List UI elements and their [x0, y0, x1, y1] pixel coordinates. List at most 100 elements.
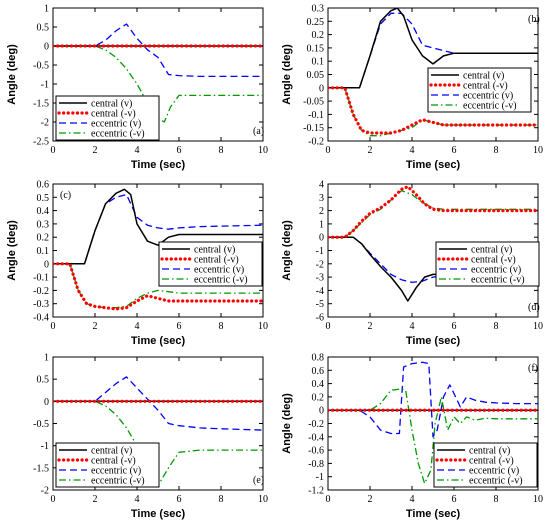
x-tick-label: 8 — [494, 321, 499, 332]
series-line-central-v — [53, 262, 263, 311]
legend: central (v)central (-v)eccentric (v)ecce… — [435, 241, 540, 287]
y-tick-label: 2 — [319, 206, 324, 217]
y-tick-label: -0.1 — [308, 110, 324, 121]
legend-label: central (-v) — [469, 456, 514, 467]
x-tick-label: 0 — [326, 145, 331, 156]
y-tick-label: -0.3 — [33, 299, 49, 310]
series-line-eccentric-v — [328, 190, 538, 238]
y-tick-label: 0.5 — [37, 23, 50, 34]
legend-label: central (-v) — [91, 109, 136, 120]
y-tick-label: 3 — [319, 193, 324, 204]
y-tick-label: 0 — [319, 233, 324, 244]
y-tick-label: -6 — [316, 313, 324, 324]
y-tick-label: -1.5 — [33, 99, 49, 110]
legend-label: eccentric (v) — [471, 265, 521, 276]
y-tick-label: -0.2 — [308, 137, 324, 148]
y-tick-label: 0.25 — [307, 17, 325, 28]
x-tick-label: 4 — [135, 321, 140, 332]
y-tick-label: -2.5 — [33, 137, 49, 148]
y-tick-label: -0.6 — [308, 446, 324, 457]
y-tick-label: 0.5 — [37, 375, 50, 386]
y-tick-label: 0.4 — [312, 379, 325, 390]
x-axis-label: Time (sec) — [406, 159, 461, 171]
y-tick-label: -0.2 — [308, 419, 324, 430]
x-tick-label: 6 — [177, 494, 182, 505]
y-axis-label: Angle (deg) — [281, 220, 293, 281]
x-tick-label: 4 — [135, 145, 140, 156]
y-tick-label: -1 — [316, 246, 324, 257]
x-tick-label: 2 — [368, 494, 373, 505]
y-tick-label: -0.2 — [33, 286, 49, 297]
x-axis-label: Time (sec) — [406, 335, 461, 347]
y-tick-label: 1 — [319, 219, 324, 230]
x-tick-label: 6 — [452, 145, 457, 156]
x-tick-label: 6 — [177, 321, 182, 332]
legend-label: central (v) — [469, 446, 510, 457]
legend-label: eccentric (-v) — [469, 476, 523, 487]
y-axis-label: Angle (deg) — [281, 44, 293, 105]
legend: central (v)central (-v)eccentric (v)ecce… — [158, 241, 263, 287]
legend-label: central (v) — [471, 245, 512, 256]
y-tick-label: -1.5 — [33, 463, 49, 474]
y-tick-label: 0 — [44, 42, 49, 53]
legend-label: central (-v) — [471, 255, 516, 266]
y-tick-label: 4 — [319, 180, 324, 191]
y-tick-label: -0.1 — [33, 273, 49, 284]
x-axis-label: Time (sec) — [131, 508, 186, 520]
x-tick-label: 8 — [219, 321, 224, 332]
y-tick-label: 0.2 — [312, 392, 325, 403]
y-tick-label: -3 — [316, 273, 324, 284]
x-tick-label: 6 — [452, 321, 457, 332]
y-tick-label: 0.2 — [312, 30, 325, 41]
y-tick-label: 1 — [44, 4, 49, 15]
y-tick-label: 0.2 — [37, 233, 50, 244]
y-tick-label: 0.1 — [312, 57, 325, 68]
y-tick-label: 0.5 — [37, 193, 50, 204]
panel-label: (e) — [253, 475, 264, 486]
series-line-eccentric-v — [328, 361, 538, 438]
y-tick-label: -0.5 — [33, 419, 49, 430]
chart-panel-1: 0 2 4 6 8 10 -2.5 -2 -1.5 -1 -0.5 0 0.5 1 Time (sec) An… — [6, 4, 268, 172]
legend-label: central (-v) — [194, 255, 239, 266]
y-tick-label: 0.6 — [37, 180, 50, 191]
x-tick-label: 4 — [135, 494, 140, 505]
y-tick-label: 0 — [319, 406, 324, 417]
x-tick-label: 2 — [368, 145, 373, 156]
x-tick-label: 8 — [494, 494, 499, 505]
x-tick-label: 10 — [533, 494, 543, 505]
series-line-central-v — [53, 188, 263, 265]
legend-label: eccentric (-v) — [471, 275, 525, 286]
legend-label: eccentric (-v) — [91, 476, 145, 487]
y-tick-label: -0.4 — [308, 432, 324, 443]
x-tick-label: 0 — [326, 321, 331, 332]
legend-label: eccentric (v) — [463, 91, 513, 102]
y-tick-label: 0 — [319, 83, 324, 94]
legend: central (v)central (-v)eccentric (v)ecce… — [55, 442, 160, 488]
legend-label: central (v) — [194, 245, 235, 256]
y-tick-label: 0 — [44, 259, 49, 270]
x-tick-label: 2 — [368, 321, 373, 332]
y-tick-label: -0.8 — [308, 459, 324, 470]
x-tick-label: 2 — [93, 321, 98, 332]
y-tick-label: -1.2 — [308, 486, 324, 497]
legend-label: eccentric (v) — [469, 466, 519, 477]
y-tick-label: -0.4 — [33, 313, 49, 324]
legend-label: central (v) — [91, 446, 132, 457]
legend-label: central (v) — [91, 99, 132, 110]
y-tick-label: -2 — [41, 118, 49, 129]
chart-panel-2: 0 2 4 6 8 10 -0.2 -0.15 -0.1 -0.05 0 0.05 0.1 0.15 0.2… — [281, 4, 543, 172]
legend-label: eccentric (-v) — [91, 129, 145, 140]
plot-frame — [52, 7, 264, 142]
chart-panel-6: 0 2 4 6 8 10 -1.2 -1 -0.8 -0.6 -0.4 -0.2 0 0.2 0.4 0.6 0… — [281, 353, 543, 521]
x-tick-label: 4 — [410, 494, 415, 505]
x-tick-label: 0 — [51, 494, 56, 505]
y-tick-label: -2 — [316, 259, 324, 270]
x-tick-label: 2 — [93, 494, 98, 505]
y-tick-label: -0.05 — [303, 97, 324, 108]
y-tick-label: 0.15 — [307, 43, 325, 54]
series-line-eccentric-v — [53, 376, 263, 431]
legend-label: eccentric (-v) — [194, 275, 248, 286]
series-line-eccentric-v — [53, 23, 263, 78]
legend: central (v)central (-v)eccentric (v)ecce… — [55, 95, 160, 141]
series-line-eccentric-v — [328, 388, 538, 485]
